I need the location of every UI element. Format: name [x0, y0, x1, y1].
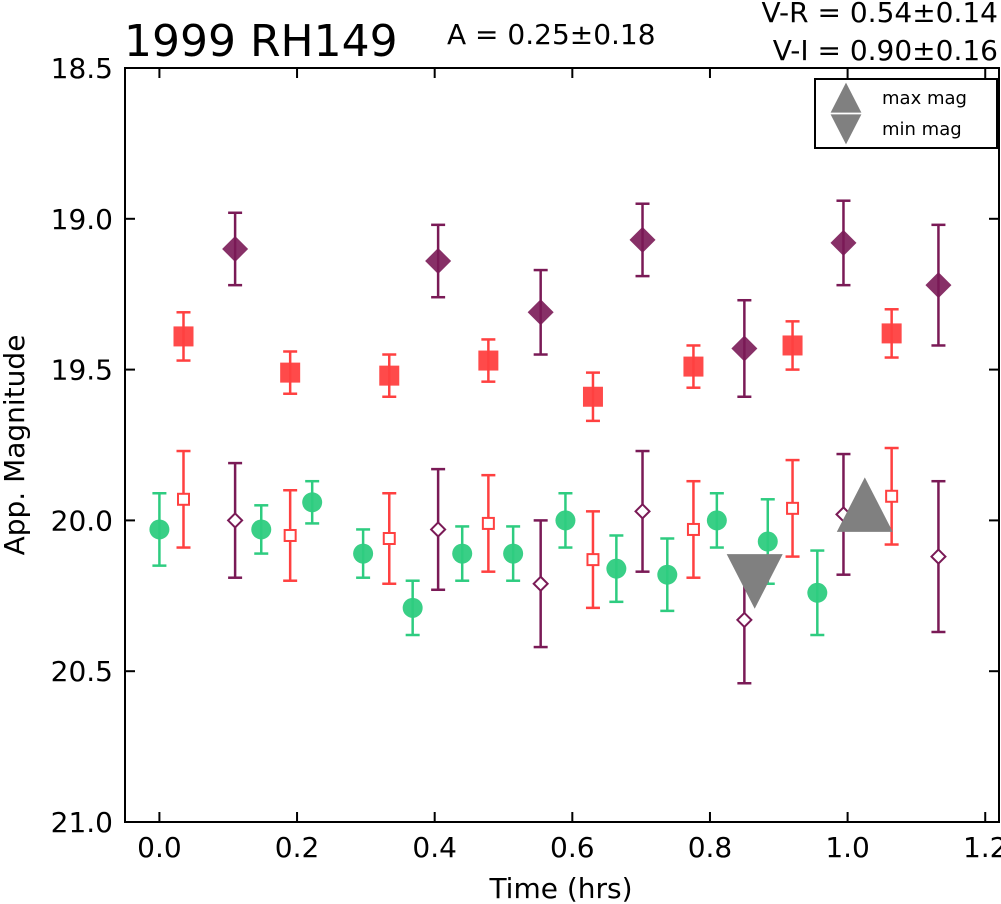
- square-data-point: [173, 326, 194, 347]
- y-tick-label: 21.0: [51, 806, 113, 839]
- square-open-data-point: [686, 522, 700, 536]
- amplitude-annotation: A = 0.25±0.18: [447, 18, 656, 51]
- square-data-point: [478, 350, 499, 371]
- diamond-data-point: [629, 226, 656, 253]
- x-tick-label: 1.2: [963, 831, 1001, 864]
- circle-data-point: [606, 558, 627, 579]
- legend-label: max mag: [882, 88, 967, 109]
- diamond-data-point: [830, 229, 857, 256]
- chart-title: 1999 RH149: [124, 16, 398, 67]
- y-axis-ticks: 18.5 19.0 19.5 20.0 20.5 21.0: [51, 52, 999, 839]
- x-tick-label: 0.4: [412, 831, 457, 864]
- square-data-point: [582, 386, 603, 407]
- x-tick-label: 0.8: [688, 831, 733, 864]
- legend: max mag min mag: [814, 78, 998, 149]
- square-open-data-point: [176, 492, 190, 506]
- y-tick-label: 19.5: [51, 354, 113, 387]
- diamond-data-point: [425, 248, 452, 275]
- diamond-open-data-point: [226, 511, 244, 529]
- circle-data-point: [706, 510, 727, 531]
- circle-data-point: [807, 582, 828, 603]
- diamond-data-point: [731, 335, 758, 362]
- square-open-data-point: [382, 531, 396, 545]
- square-open-data-point: [481, 516, 495, 530]
- circle-data-point: [149, 519, 170, 540]
- square-open-data-point: [786, 501, 800, 515]
- x-axis-ticks: 0.0 0.2 0.4 0.6 0.8 1.0 1.2: [137, 68, 1001, 864]
- v-minus-r-annotation: V-R = 0.54±0.14: [762, 0, 998, 29]
- x-axis-label: Time (hrs): [488, 872, 632, 904]
- diamond-open-data-point: [634, 502, 651, 520]
- y-tick-label: 20.5: [51, 655, 113, 688]
- v-minus-i-annotation: V-I = 0.90±0.16: [773, 34, 998, 67]
- diamond-data-point: [527, 299, 554, 326]
- legend-triangle-down-icon: [830, 114, 862, 145]
- y-axis-label: App. Magnitude: [0, 335, 31, 556]
- triangle-up-data-point: [836, 477, 893, 532]
- plot-frame: [124, 67, 1000, 823]
- y-tick-label: 19.0: [51, 203, 113, 236]
- square-data-point: [280, 362, 301, 383]
- square-open-data-point: [885, 489, 899, 503]
- diamond-data-point: [925, 272, 952, 299]
- square-data-point: [782, 335, 803, 356]
- circle-data-point: [657, 564, 678, 585]
- square-data-point: [379, 365, 400, 386]
- circle-data-point: [302, 492, 323, 513]
- data-markers: [149, 226, 952, 629]
- square-data-point: [683, 356, 704, 377]
- x-tick-label: 1.0: [825, 831, 870, 864]
- diamond-open-data-point: [532, 575, 550, 593]
- legend-triangle-up-icon: [830, 82, 862, 113]
- circle-data-point: [503, 543, 524, 564]
- triangle-down-data-point: [726, 554, 783, 609]
- circle-data-point: [251, 519, 272, 540]
- x-tick-label: 0.6: [550, 831, 595, 864]
- diamond-open-data-point: [735, 611, 753, 629]
- y-tick-label: 20.0: [51, 504, 113, 537]
- circle-data-point: [452, 543, 473, 564]
- y-tick-label: 18.5: [51, 52, 113, 85]
- error-bars: [152, 199, 946, 685]
- diamond-open-data-point: [930, 548, 947, 566]
- diamond-data-point: [222, 235, 249, 262]
- circle-data-point: [353, 543, 374, 564]
- circle-data-point: [757, 531, 778, 552]
- square-open-data-point: [283, 528, 297, 542]
- x-tick-label: 0.0: [137, 831, 182, 864]
- diamond-open-data-point: [429, 521, 447, 538]
- x-tick-label: 0.2: [275, 831, 320, 864]
- square-open-data-point: [586, 553, 600, 567]
- circle-data-point: [555, 510, 576, 531]
- circle-data-point: [402, 597, 423, 618]
- square-data-point: [881, 323, 902, 344]
- legend-label: min mag: [882, 119, 962, 140]
